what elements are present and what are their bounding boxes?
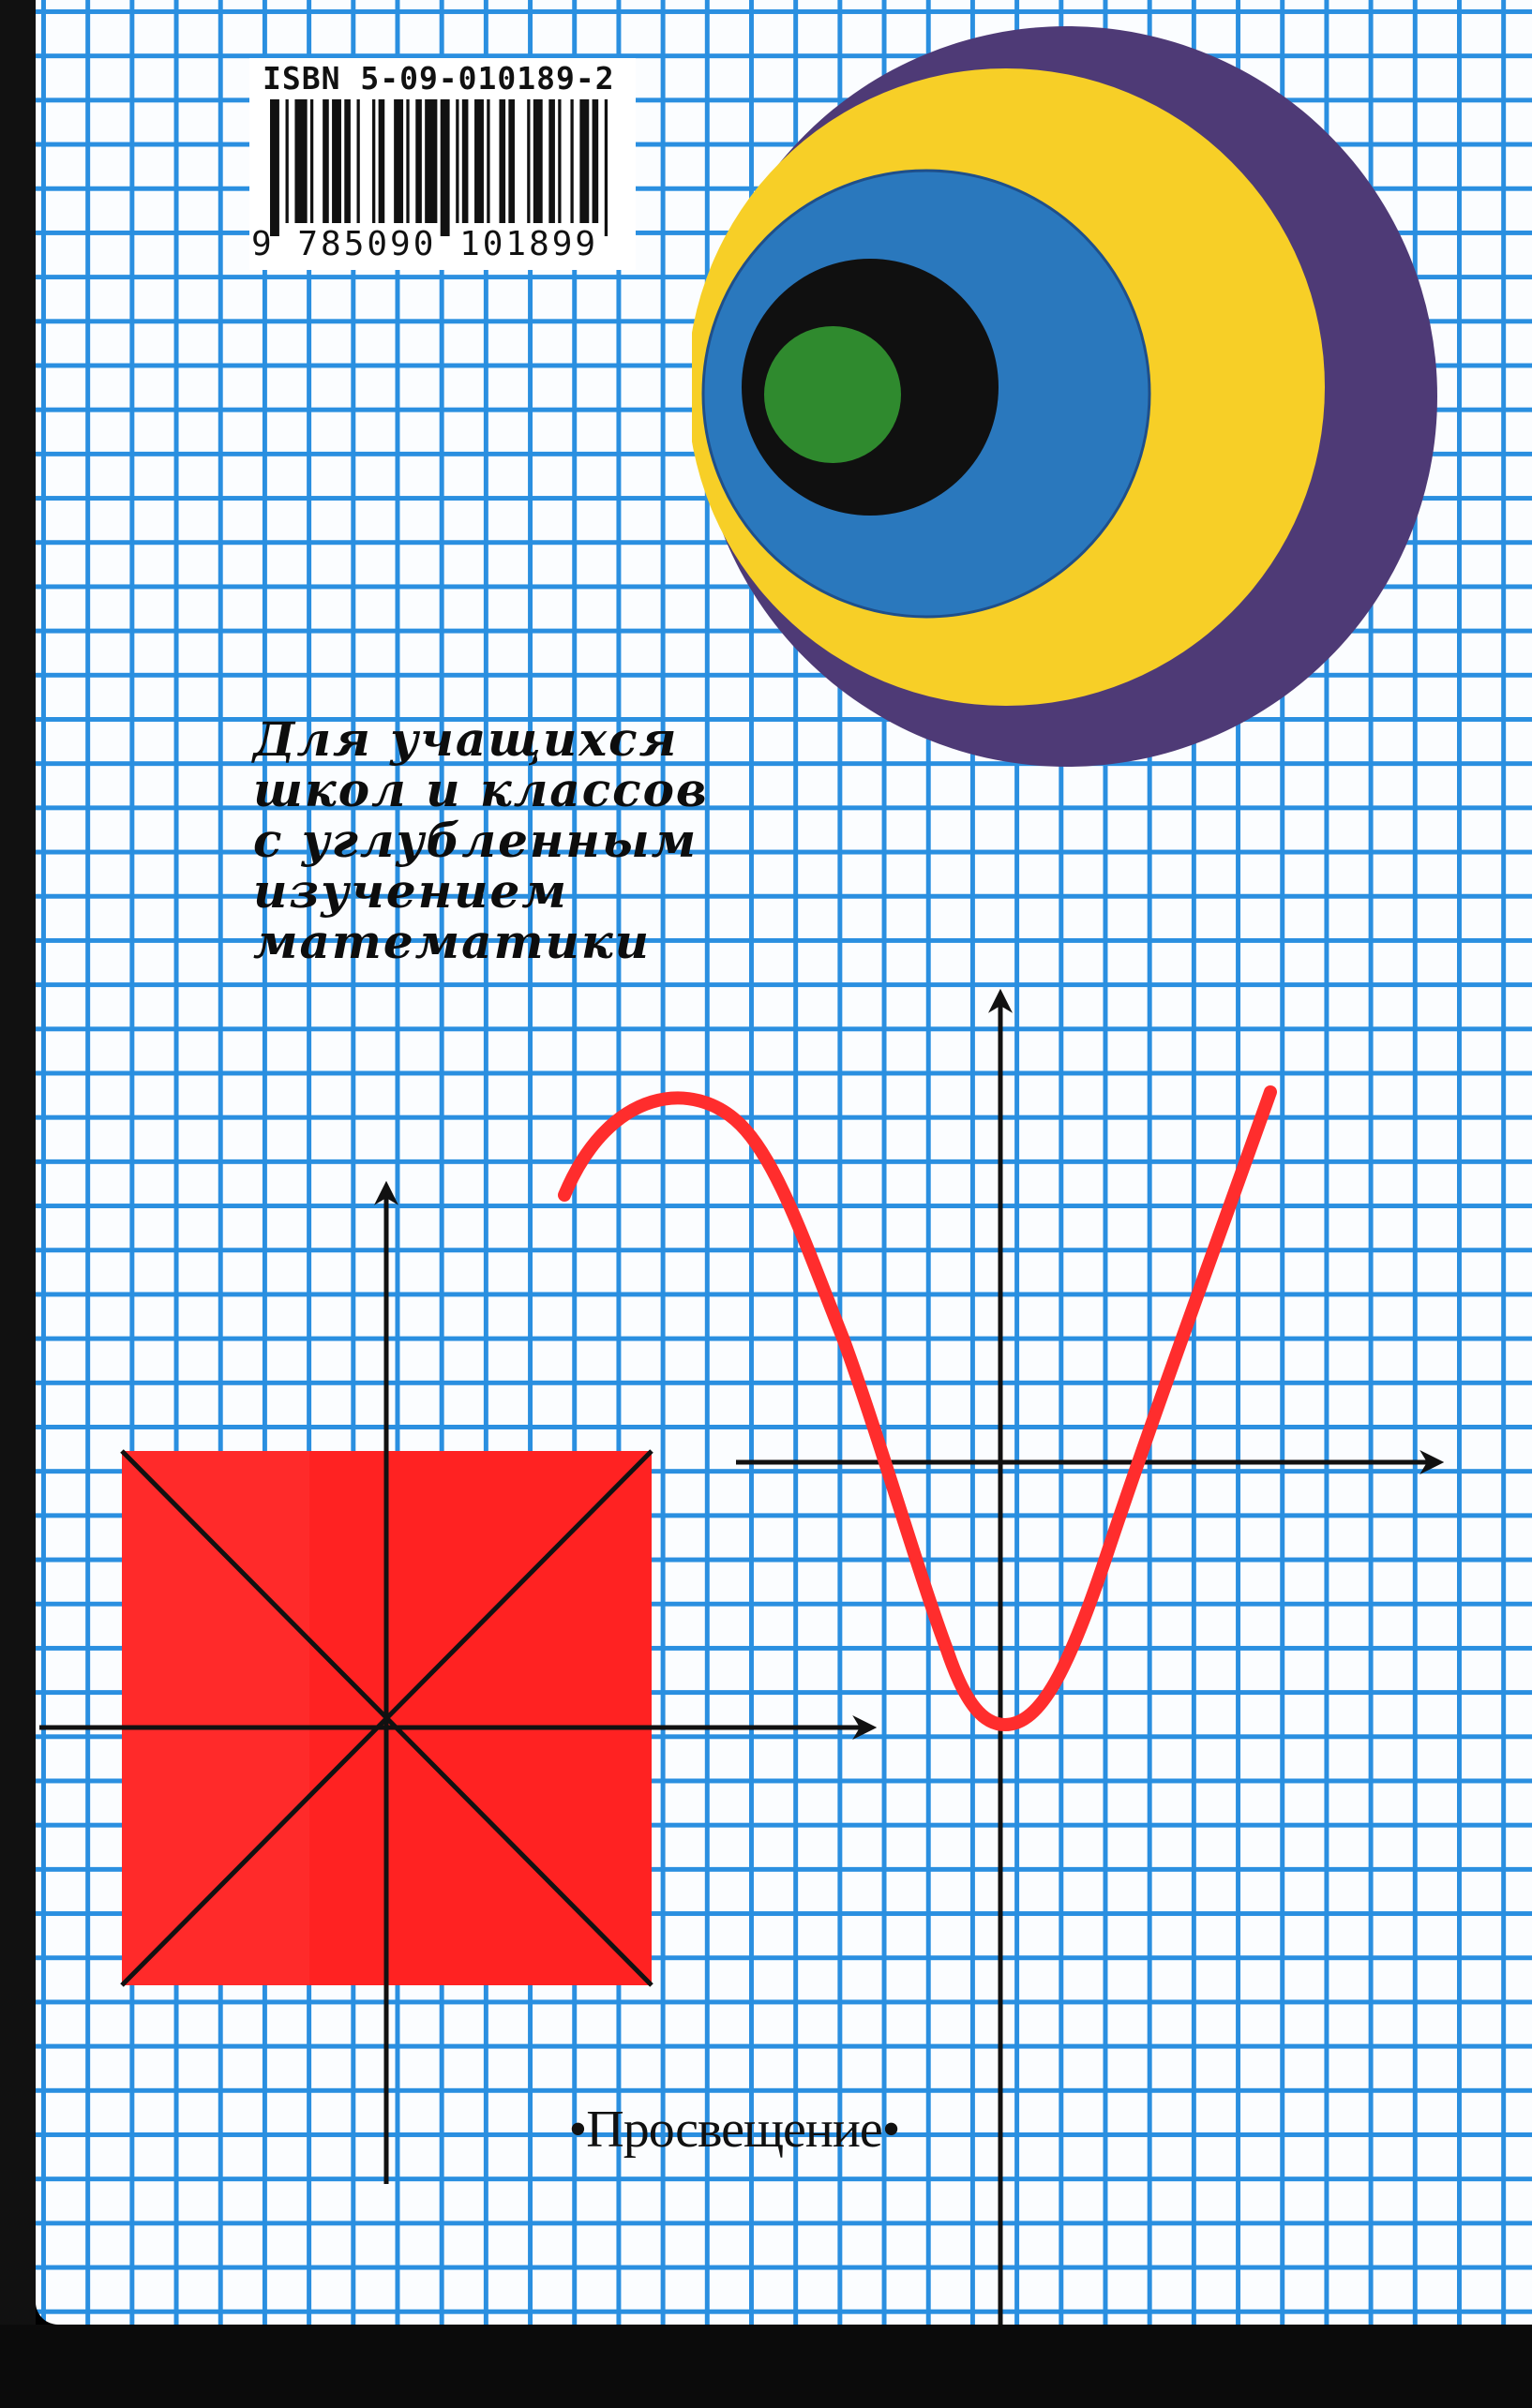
publisher-name: •Просвещение•: [568, 2101, 901, 2159]
audience-note: Для учащихся школ и классов с углубленны…: [253, 714, 722, 967]
barcode-bar: [474, 99, 484, 223]
barcode-bar: [579, 99, 590, 223]
barcode-bar: [285, 99, 289, 223]
barcode-bar: [344, 99, 351, 223]
audience-line-2: школ и классов: [253, 762, 709, 817]
ean-number: 9 785090 101899: [251, 225, 599, 263]
concentric-circles-art: [692, 26, 1437, 767]
barcode-bar: [592, 99, 599, 223]
barcode-bar: [425, 99, 438, 223]
audience-line-3: с углубленным: [253, 813, 698, 868]
scan-bottom-edge: [0, 2325, 1532, 2408]
audience-line-4: изучением: [253, 863, 568, 919]
green-circle: [764, 326, 901, 463]
barcode-bar: [527, 99, 531, 223]
barcode-bar: [548, 99, 555, 223]
barcode-bar: [499, 99, 506, 223]
barcode-bar: [415, 99, 422, 223]
red-square-shade: [309, 1451, 652, 1985]
barcode-bar: [558, 99, 562, 223]
cover-left-edge: [0, 0, 36, 2325]
barcode-bar: [332, 99, 341, 223]
math-graphics: [39, 988, 1445, 2325]
barcode-bar: [487, 99, 490, 223]
barcode-bar: [406, 99, 410, 223]
red-curve: [558, 1085, 1277, 1731]
barcode-bar: [323, 99, 329, 223]
barcode-bar: [294, 99, 308, 223]
barcode-icon: [270, 99, 608, 236]
barcode-bar: [378, 99, 385, 223]
barcode-label: ISBN 5-09-010189-2 9 785090 101899: [249, 58, 636, 270]
barcode-bar: [533, 99, 543, 223]
barcode-bar: [394, 99, 404, 223]
barcode-bar: [372, 99, 376, 223]
barcode-bar: [356, 99, 360, 223]
audience-line-1: Для учащихся: [253, 711, 679, 767]
barcode-bar: [440, 99, 450, 236]
barcode-bar: [508, 99, 515, 223]
barcode-bar: [456, 99, 459, 223]
book-back-cover: ISBN 5-09-010189-2 9 785090 101899 Для у…: [36, 0, 1532, 2325]
barcode-bar: [604, 99, 608, 236]
barcode-bar: [270, 99, 279, 236]
barcode-bar: [461, 99, 469, 223]
isbn-number: ISBN 5-09-010189-2: [263, 60, 615, 97]
barcode-bar: [309, 99, 314, 223]
barcode-bar: [570, 99, 574, 223]
audience-line-5: математики: [253, 914, 652, 969]
